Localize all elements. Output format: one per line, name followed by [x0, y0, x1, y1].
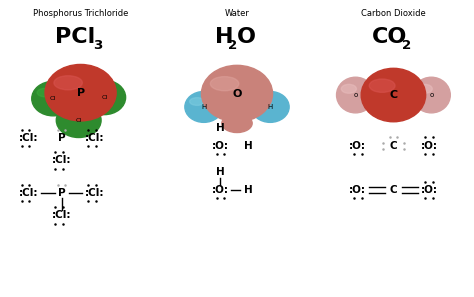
Text: Cl: Cl	[50, 96, 56, 101]
Text: 3: 3	[93, 39, 103, 52]
Text: O: O	[232, 89, 242, 99]
Ellipse shape	[337, 77, 374, 113]
Ellipse shape	[56, 103, 101, 138]
Text: :O:: :O:	[212, 185, 229, 195]
Text: 2: 2	[228, 39, 238, 52]
Text: H: H	[244, 185, 252, 195]
Ellipse shape	[361, 68, 426, 122]
Text: :O:: :O:	[420, 140, 438, 151]
Text: :Cl:: :Cl:	[18, 188, 38, 198]
Ellipse shape	[32, 81, 74, 116]
Text: O: O	[237, 27, 255, 47]
Text: Water: Water	[225, 9, 249, 18]
Text: :O:: :O:	[349, 140, 366, 151]
Text: PCl: PCl	[55, 27, 95, 47]
Ellipse shape	[341, 84, 356, 93]
Text: 2: 2	[402, 39, 411, 52]
Text: H: H	[216, 167, 225, 177]
Ellipse shape	[251, 91, 289, 122]
Text: :Cl:: :Cl:	[52, 210, 72, 220]
Text: H: H	[201, 104, 207, 110]
Ellipse shape	[369, 79, 395, 92]
Ellipse shape	[417, 84, 432, 93]
Text: Carbon Dioxide: Carbon Dioxide	[361, 9, 426, 18]
Ellipse shape	[185, 91, 223, 122]
Text: C: C	[389, 90, 398, 100]
Ellipse shape	[45, 64, 116, 121]
Text: o: o	[429, 92, 433, 98]
Text: Cl: Cl	[76, 118, 82, 123]
Ellipse shape	[222, 114, 252, 132]
Text: H: H	[216, 123, 225, 133]
Text: Cl: Cl	[101, 95, 107, 100]
Ellipse shape	[83, 80, 126, 115]
Ellipse shape	[54, 76, 82, 90]
Text: :Cl:: :Cl:	[18, 133, 38, 143]
Ellipse shape	[210, 77, 239, 91]
Text: :O:: :O:	[212, 140, 229, 151]
Text: H: H	[215, 27, 234, 47]
Text: P: P	[76, 88, 85, 98]
Text: :Cl:: :Cl:	[85, 133, 105, 143]
Ellipse shape	[412, 77, 450, 113]
Ellipse shape	[256, 98, 271, 105]
Text: H: H	[244, 140, 252, 151]
Text: :O:: :O:	[349, 185, 366, 195]
Ellipse shape	[201, 65, 273, 122]
Text: P: P	[58, 133, 65, 143]
Text: P: P	[58, 188, 65, 198]
Text: C: C	[390, 185, 397, 195]
Text: :O:: :O:	[420, 185, 438, 195]
Ellipse shape	[88, 87, 105, 96]
Ellipse shape	[62, 110, 80, 119]
Ellipse shape	[190, 98, 205, 105]
Text: :Cl:: :Cl:	[85, 188, 105, 198]
Text: o: o	[354, 92, 357, 98]
Text: :Cl:: :Cl:	[52, 155, 72, 165]
Ellipse shape	[37, 88, 54, 97]
Text: Phosphorus Trichloride: Phosphorus Trichloride	[33, 9, 128, 18]
Text: C: C	[390, 140, 397, 151]
Text: H: H	[267, 104, 273, 110]
Text: CO: CO	[372, 27, 408, 47]
